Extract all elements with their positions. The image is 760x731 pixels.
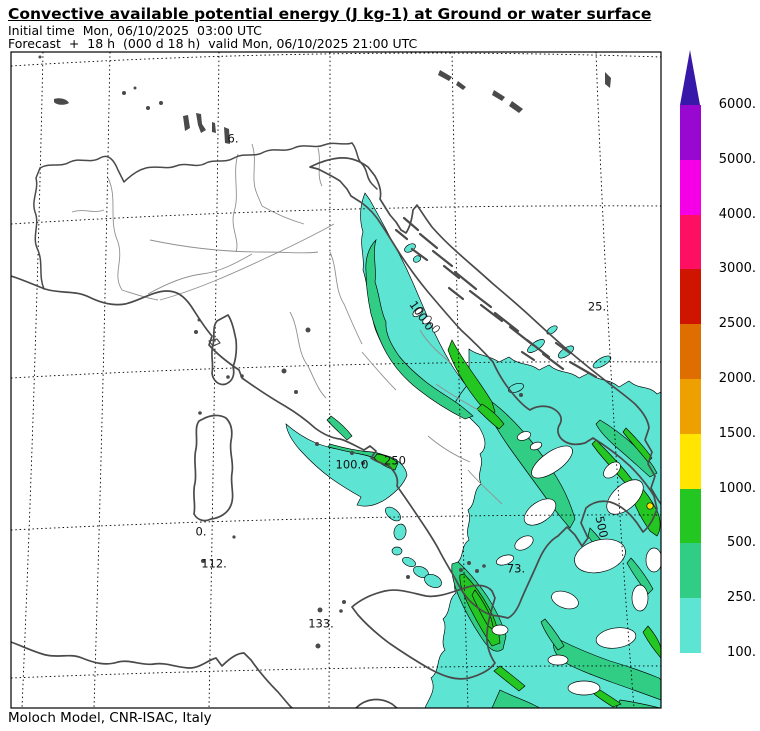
map-value-label: 73. [506,561,526,576]
lake-geneva [54,98,69,105]
coastline-corsica [211,314,238,386]
colorbar-tick-label: 1000. [718,480,756,496]
lake-bolsena [281,368,287,374]
colorbar-tick-label: 2500. [718,316,756,332]
cape-fill-layer [285,192,661,708]
colorbar-tick-label: 500. [727,535,756,551]
cape-contour-gaps [412,306,661,696]
coastline-tunisia-east [355,698,398,708]
colorbar-tick-label: 6000. [718,97,756,112]
colorbar-band [680,159,701,215]
border-slovenia-italy [351,142,378,190]
colorbar-tick-label: 1500. [718,425,756,441]
map-value-label: 250 [384,453,406,468]
cape-contour-1000 [646,502,654,510]
chart-title: Convective available potential energy (J… [8,5,652,23]
colorbar-band [680,488,701,544]
initial-time-line: Initial time Mon, 06/10/2025 03:00 UTC [8,23,262,38]
map-value-label: 100.0 [335,457,369,472]
forecast-valid-line: Forecast + 18 h (000 d 18 h) valid Mon, … [8,36,418,51]
lakes-and-islets [38,55,611,649]
colorbar-tick-label: 5000. [718,151,756,167]
border-switzerland-italy [39,155,205,183]
colorbar-band [680,543,701,599]
colorbar-band [680,324,701,379]
colorbar-band [680,378,701,434]
border-austria-italy [203,142,353,165]
lake-garda [224,127,230,144]
colorbar-tick-label: 100. [727,645,756,660]
map-value-label: 133. [308,616,334,631]
lake-maggiore [183,115,190,131]
lake-como [196,113,206,133]
colorbar-tick-label: 2000. [718,371,756,386]
colorbar-labels: 6000. 5000. 4000. 3000. 2500. 2000. 1500. 1000.… [698,0,758,731]
map-value-label: 112. [201,556,227,571]
colorbar-band [680,433,701,489]
colorbar-arrow [680,50,700,105]
region-borders [71,143,503,505]
map-value-label: 6. [227,131,239,146]
colorbar-tick-label: 4000. [718,206,756,222]
coastline-elba [208,338,221,347]
colorbar-band [680,269,701,325]
lake-iseo [212,122,216,133]
model-credit: Moloch Model, CNR-ISAC, Italy [8,710,212,726]
colorbar-band [680,105,701,160]
map-value-label: 0. [195,524,207,539]
coastline-tunisia [11,641,293,708]
map-frame [10,51,662,709]
colorbar-tick-label: 3000. [718,261,756,277]
lake-bracciano [294,390,298,394]
coastline-sicily [351,584,496,680]
coastline-sardinia [193,414,234,522]
map-value-label: 25. [587,299,607,314]
coastline-mainland [11,157,661,619]
colorbar-band [680,214,701,270]
map-value-label: 500 [592,514,611,540]
croatian-islands [394,216,598,379]
colorbar-band [680,598,701,653]
lake-trasimeno [305,327,311,333]
colorbar-bands [680,105,701,653]
border-france-italy [33,167,45,290]
colorbar-tick-label: 250. [727,590,756,606]
coastlines [11,142,661,708]
